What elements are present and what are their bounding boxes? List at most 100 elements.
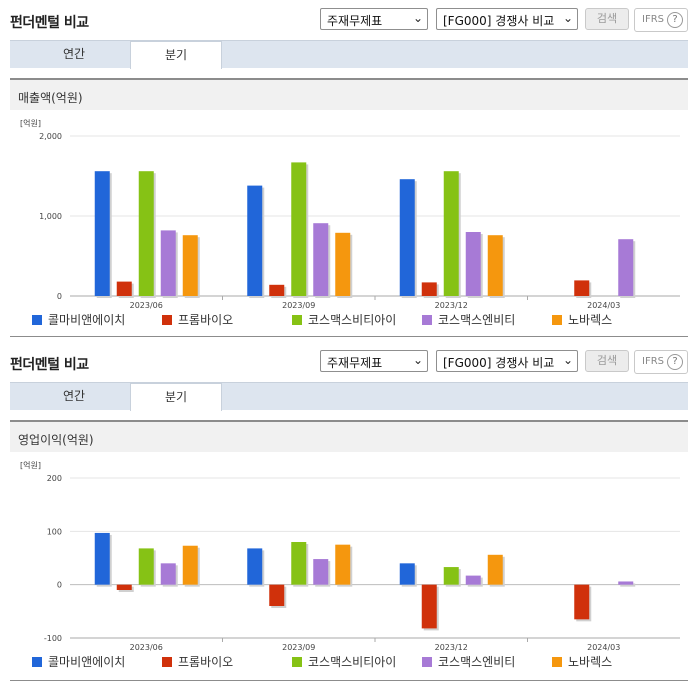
legend-swatch — [292, 657, 302, 667]
x-tick-label: 2023/09 — [282, 643, 315, 652]
statement-select-value: 주재무제표 — [327, 356, 383, 370]
period-tabs: 연간 분기 — [10, 40, 688, 69]
revenue-chart: [억원] 0 1,000 2,000 2023/06 2023/09 2023/12 202… — [10, 112, 688, 334]
chevron-down-icon: ⌄ — [562, 11, 573, 25]
bar — [618, 239, 634, 296]
bar — [138, 171, 154, 296]
bar — [116, 584, 132, 590]
y-tick-label: 0 — [57, 292, 62, 301]
fundamental-panel-revenue: 펀더멘털 비교 주재무제표 ⌄ [FG000] 경쟁사 비교 ⌄ 검색 IFRS… — [0, 0, 696, 340]
legend-swatch — [32, 315, 42, 325]
compare-select[interactable]: [FG000] 경쟁사 비교 ⌄ — [436, 350, 578, 372]
x-tick-label: 2023/12 — [435, 643, 468, 652]
legend-swatch — [162, 657, 172, 667]
bar — [487, 554, 503, 585]
panel-header: 펀더멘털 비교 주재무제표 ⌄ [FG000] 경쟁사 비교 ⌄ 검색 IFRS… — [0, 0, 696, 40]
tab-quarterly[interactable]: 분기 — [130, 41, 222, 69]
metric-header: 매출액(억원) — [10, 78, 688, 110]
legend-swatch — [292, 315, 302, 325]
legend-label: 코스맥스비티아이 — [308, 313, 396, 327]
bar — [465, 232, 481, 296]
x-tick-label: 2023/12 — [435, 301, 468, 310]
y-tick-label: 0 — [57, 581, 62, 590]
ifrs-label: IFRS — [642, 14, 664, 25]
metric-header: 영업이익(억원) — [10, 420, 688, 452]
legend-swatch — [552, 657, 562, 667]
chevron-down-icon: ⌄ — [562, 353, 573, 367]
x-tick-label: 2024/03 — [587, 301, 620, 310]
period-tabs: 연간 분기 — [10, 382, 688, 411]
legend-label: 노바렉스 — [568, 313, 612, 327]
bar — [269, 284, 285, 296]
bar — [269, 584, 285, 606]
bar — [247, 185, 263, 296]
bar — [443, 171, 459, 296]
search-button[interactable]: 검색 — [585, 8, 629, 30]
y-tick-label: 200 — [47, 474, 62, 483]
x-tick-label: 2024/03 — [587, 643, 620, 652]
statement-select-value: 주재무제표 — [327, 14, 383, 28]
statement-select[interactable]: 주재무제표 ⌄ — [320, 350, 428, 372]
x-tick-label: 2023/06 — [130, 301, 163, 310]
legend-label: 코스맥스비티아이 — [308, 655, 396, 669]
help-icon: ? — [667, 12, 683, 28]
panel-title: 펀더멘털 비교 — [10, 357, 89, 373]
compare-select[interactable]: [FG000] 경쟁사 비교 ⌄ — [436, 8, 578, 30]
tab-annual[interactable]: 연간 — [62, 47, 86, 61]
bar — [335, 232, 351, 296]
panel-divider — [10, 336, 688, 337]
bar — [94, 171, 110, 296]
legend-label: 콜마비앤에이치 — [48, 655, 125, 669]
compare-select-value: [FG000] 경쟁사 비교 — [443, 14, 555, 28]
compare-select-value: [FG000] 경쟁사 비교 — [443, 356, 555, 370]
bar — [574, 280, 590, 296]
chevron-down-icon: ⌄ — [412, 11, 423, 25]
operating-profit-chart: [억원] -100 0 100 200 2023/06 2023/09 2023/12 202… — [10, 454, 688, 680]
search-button[interactable]: 검색 — [585, 350, 629, 372]
bar — [313, 223, 329, 296]
y-tick-label: 1,000 — [39, 212, 62, 221]
unit-label: [억원] — [20, 461, 41, 470]
statement-select[interactable]: 주재무제표 ⌄ — [320, 8, 428, 30]
y-tick-label: -100 — [44, 634, 62, 643]
operating-profit-chart-svg: -100 0 100 200 2023/06 2023/09 2023/12 2024/03 콜… — [32, 474, 680, 669]
legend-swatch — [32, 657, 42, 667]
bar — [618, 581, 634, 585]
bar — [138, 548, 154, 585]
ifrs-help-button[interactable]: IFRS ? — [634, 350, 688, 374]
x-tick-label: 2023/09 — [282, 301, 315, 310]
ifrs-label: IFRS — [642, 356, 664, 367]
revenue-chart-svg: 0 1,000 2,000 2023/06 2023/09 2023/12 2024/03 콜… — [32, 132, 680, 327]
panel-divider — [10, 680, 688, 681]
panel-title: 펀더멘털 비교 — [10, 15, 89, 31]
fundamental-panel-operating-profit: 펀더멘털 비교 주재무제표 ⌄ [FG000] 경쟁사 비교 ⌄ 검색 IFRS… — [0, 342, 696, 684]
legend-swatch — [552, 315, 562, 325]
tab-annual[interactable]: 연간 — [62, 389, 86, 403]
bar — [335, 544, 351, 585]
ifrs-help-button[interactable]: IFRS ? — [634, 8, 688, 32]
y-tick-label: 100 — [47, 527, 62, 536]
bar — [313, 559, 329, 585]
bar — [291, 542, 307, 585]
legend-label: 콜마비앤에이치 — [48, 313, 125, 327]
bar — [182, 235, 198, 296]
bar — [421, 584, 437, 629]
panel-header: 펀더멘털 비교 주재무제표 ⌄ [FG000] 경쟁사 비교 ⌄ 검색 IFRS… — [0, 342, 696, 382]
legend-swatch — [162, 315, 172, 325]
x-tick-label: 2023/06 — [130, 643, 163, 652]
bar — [94, 532, 110, 585]
bar-shadow — [620, 583, 636, 587]
legend-swatch — [422, 657, 432, 667]
y-tick-label: 2,000 — [39, 132, 62, 141]
legend-swatch — [422, 315, 432, 325]
bar — [399, 563, 415, 585]
bar — [443, 567, 459, 585]
tab-quarterly[interactable]: 분기 — [130, 383, 222, 411]
legend-label: 코스맥스엔비티 — [438, 655, 515, 669]
bar — [291, 162, 307, 296]
bar — [574, 584, 590, 620]
bar — [160, 563, 176, 585]
bar — [182, 545, 198, 585]
unit-label: [억원] — [20, 119, 41, 128]
legend-label: 노바렉스 — [568, 655, 612, 669]
